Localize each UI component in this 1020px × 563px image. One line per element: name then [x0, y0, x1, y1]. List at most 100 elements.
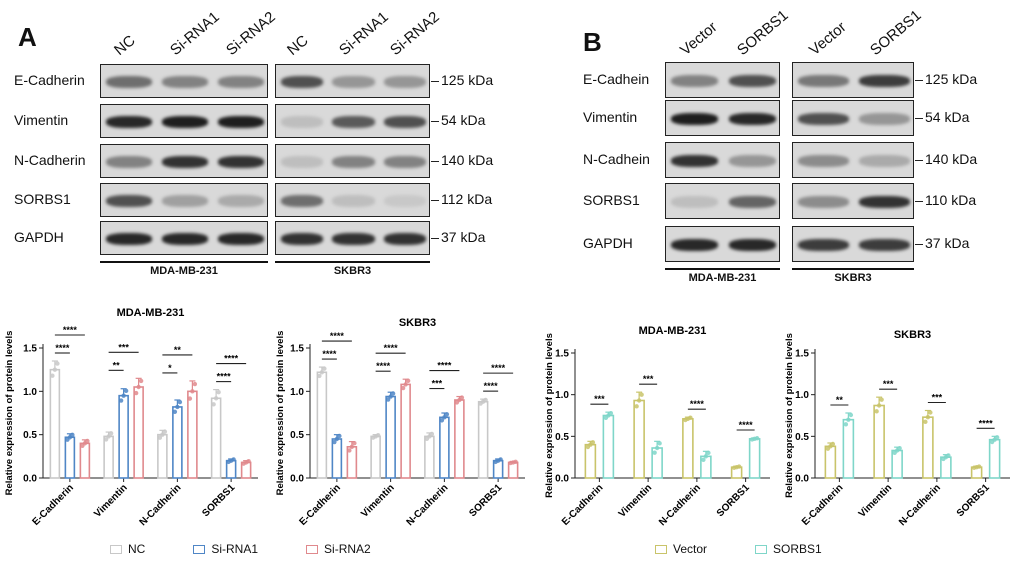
bar: [584, 443, 597, 479]
significance-label: ****: [330, 331, 345, 341]
cell-line-underline: [665, 268, 780, 270]
marker-tick: [431, 161, 439, 162]
blot-strip: [792, 100, 914, 136]
protein-band: [671, 113, 719, 125]
data-point: [317, 373, 322, 379]
lane-label: NC: [111, 32, 139, 59]
protein-band: [798, 155, 849, 167]
bar: [118, 394, 129, 479]
blot-row-label: N-Cadhein: [583, 151, 650, 167]
legend-swatch: [755, 544, 768, 554]
data-point: [319, 370, 325, 375]
significance-label: ****: [322, 349, 337, 359]
data-point: [403, 382, 408, 387]
protein-band: [671, 239, 719, 251]
x-tick-label: Vimentin: [359, 482, 397, 520]
lane-label: Si-RNA2: [223, 8, 279, 59]
protein-band: [280, 116, 323, 128]
chart-title: MDA-MB-231: [117, 307, 185, 319]
data-point: [688, 415, 693, 420]
data-point: [652, 450, 657, 455]
protein-band: [280, 76, 323, 88]
protein-band: [106, 195, 152, 207]
x-tick-label: SORBS1: [200, 482, 237, 519]
chart-title: SKBR3: [894, 329, 931, 341]
protein-band: [162, 76, 208, 88]
data-point: [703, 454, 709, 459]
x-tick-label: SORBS1: [467, 482, 504, 519]
data-point: [639, 392, 644, 397]
blot-row-label: Vimentin: [14, 112, 69, 128]
x-tick-label: N-Cadherin: [138, 482, 184, 528]
bar: [633, 399, 645, 479]
legend-panel-b: Vector SORBS1: [655, 542, 822, 556]
lane-label: Vector: [676, 18, 721, 59]
data-point: [246, 458, 251, 464]
x-tick-label: E-Cadherin: [560, 482, 605, 527]
bar: [824, 445, 837, 479]
cell-line-label: MDA-MB-231: [688, 272, 757, 284]
y-axis-label: Relative expression of protein levels: [275, 331, 286, 496]
y-tick-label: 1.5: [23, 344, 37, 355]
data-point: [190, 389, 195, 394]
data-point: [590, 440, 596, 445]
cell-line-label: MDA-MB-231: [150, 265, 218, 277]
x-tick-label: N-Cadherin: [405, 482, 451, 528]
blot-strip: [665, 100, 780, 136]
protein-band: [162, 116, 208, 128]
lane-label: Vector: [805, 18, 850, 59]
data-point: [388, 394, 393, 399]
significance-label: ***: [932, 393, 943, 403]
y-axis-label: Relative expression of protein levels: [544, 333, 555, 498]
cell-line-underline: [100, 261, 268, 263]
data-point: [349, 444, 355, 449]
data-point: [160, 432, 165, 437]
marker-tick: [431, 121, 439, 122]
marker-tick: [915, 201, 923, 202]
bar: [873, 404, 885, 479]
significance-label: ****: [217, 372, 232, 382]
marker-tick: [431, 200, 439, 201]
legend-swatch: [193, 544, 206, 554]
bar: [210, 397, 222, 479]
significance-label: *: [168, 363, 172, 373]
protein-band: [218, 116, 264, 128]
kda-label: 37 kDa: [925, 235, 970, 251]
protein-band: [280, 233, 323, 245]
x-tick-label: N-Cadherin: [897, 482, 943, 528]
y-tick-label: 1.5: [555, 349, 569, 360]
legend-item: Vector: [655, 542, 707, 556]
protein-band: [162, 233, 208, 245]
legend-label: Si-RNA2: [324, 542, 371, 556]
bar: [682, 418, 694, 479]
data-point: [216, 390, 221, 395]
marker-tick: [431, 238, 439, 239]
bar: [370, 435, 381, 479]
data-point: [897, 445, 902, 451]
blot-strip: [275, 183, 430, 217]
data-point: [848, 412, 854, 418]
y-axis-label: Relative expression of protein levels: [784, 333, 795, 498]
panel-letter-b: B: [583, 27, 602, 57]
bar: [172, 406, 183, 479]
bar: [439, 416, 450, 479]
x-tick-label: E-Cadherin: [30, 482, 75, 527]
data-point: [103, 437, 109, 442]
blot-row-label: GAPDH: [583, 235, 633, 251]
significance-label: ***: [883, 379, 894, 389]
significance-label: **: [174, 345, 182, 355]
bar: [133, 386, 144, 479]
data-point: [106, 434, 111, 439]
blot-strip: [792, 62, 914, 98]
chart-title: SKBR3: [399, 317, 436, 329]
data-point: [498, 457, 503, 462]
data-point: [385, 397, 391, 402]
data-point: [211, 402, 216, 407]
blot-strip: [100, 183, 268, 217]
blot-strip: [792, 226, 914, 262]
data-point: [405, 378, 411, 383]
bar: [316, 371, 328, 479]
data-point: [347, 448, 352, 453]
bar: [331, 438, 343, 479]
kda-label: 112 kDa: [441, 191, 493, 207]
